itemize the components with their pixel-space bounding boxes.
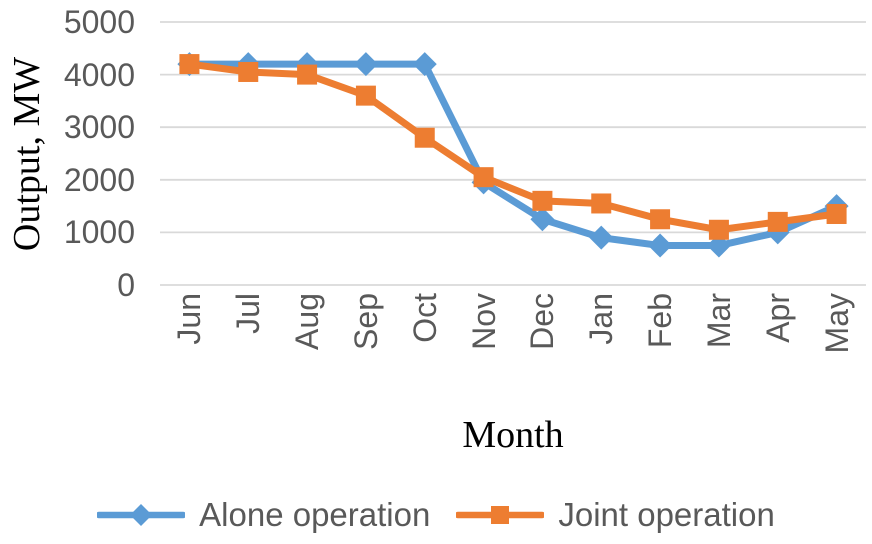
joint-operation-square-marker: [826, 203, 847, 224]
x-tick-label-feb: Feb: [642, 293, 679, 349]
alone-operation-diamond-marker: [589, 225, 614, 250]
joint-operation-square-marker: [414, 127, 435, 148]
alone-operation-legend-marker-icon: [97, 504, 186, 526]
alone-operation-line: [185, 60, 841, 250]
y-tick-label: 0: [117, 267, 135, 303]
joint-operation-square-marker: [650, 209, 671, 230]
x-tick-label-mar: Mar: [700, 293, 737, 349]
joint-operation-legend-marker-icon: [456, 506, 545, 524]
joint-operation-square-marker: [591, 193, 612, 214]
joint-operation-square-marker: [355, 85, 376, 106]
alone-operation-diamond-marker: [648, 233, 673, 258]
x-tick-label-dec: Dec: [524, 293, 561, 350]
joint-operation-square-marker: [532, 190, 553, 211]
x-tick-label-may: May: [818, 293, 855, 354]
joint-operation-square-marker: [297, 64, 318, 85]
joint-operation-square-marker: [473, 167, 494, 188]
alone-operation-diamond-marker: [412, 52, 437, 77]
joint-operation-square-marker: [179, 54, 200, 75]
y-tick-label: 2000: [63, 161, 135, 198]
legend-item-joint-operation: Joint operation: [456, 496, 775, 534]
alone-operation-diamond-marker: [530, 207, 555, 232]
alone-operation-diamond-marker: [353, 52, 378, 77]
y-tick-label: 5000: [63, 4, 135, 40]
x-tick-label-jun: Jun: [171, 293, 208, 345]
x-tick-label-jan: Jan: [583, 293, 620, 345]
chart-legend: Alone operation Joint operation: [0, 488, 872, 542]
y-tick-label: 4000: [63, 56, 135, 93]
y-axis-title: Output, MW: [6, 56, 48, 252]
x-tick-label-jul: Jul: [230, 293, 267, 334]
legend-label-joint-operation: Joint operation: [558, 496, 775, 533]
y-tick-label: 1000: [63, 214, 135, 251]
x-tick-label-nov: Nov: [465, 293, 502, 350]
joint-operation-square-marker: [238, 61, 259, 82]
x-tick-label-aug: Aug: [289, 293, 326, 350]
joint-operation-square-marker: [708, 219, 729, 240]
joint-operation-square-marker: [767, 211, 788, 232]
x-tick-label-sep: Sep: [347, 293, 384, 350]
legend-item-alone-operation: Alone operation: [97, 496, 430, 534]
legend-label-alone-operation: Alone operation: [199, 496, 431, 533]
x-tick-label-oct: Oct: [406, 293, 443, 343]
x-tick-label-apr: Apr: [759, 293, 796, 343]
y-tick-label: 3000: [63, 109, 135, 146]
x-axis-title: Month: [462, 414, 564, 456]
